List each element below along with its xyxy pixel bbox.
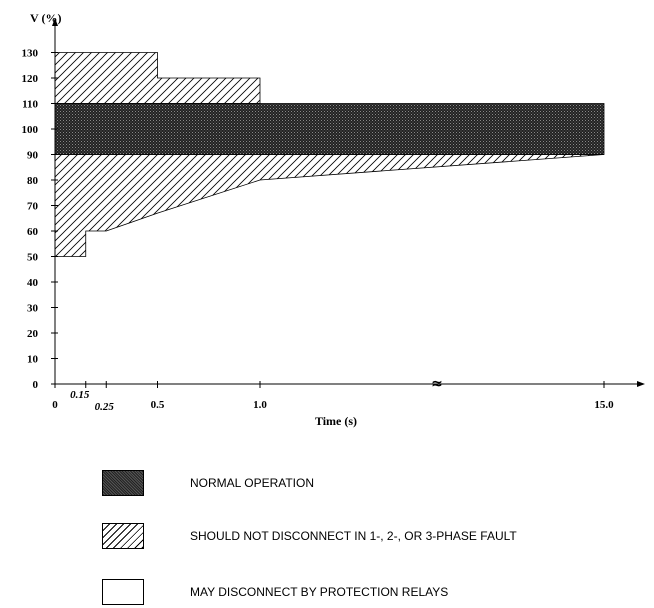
y-tick-label: 50 — [27, 252, 39, 264]
region-should-not-disconnect-high — [54, 52, 261, 104]
y-tick-label: 30 — [27, 303, 39, 315]
regions-layer — [54, 52, 605, 257]
y-axis-arrow — [52, 18, 58, 26]
x-tick-label: 0.5 — [151, 399, 165, 411]
y-axis-title: V (%) — [30, 11, 61, 25]
x-tick-label: 0.25 — [95, 401, 115, 413]
y-tick-label: 60 — [27, 226, 39, 238]
y-tick-label: 130 — [22, 48, 39, 60]
y-tick-label: 110 — [22, 99, 38, 111]
x-axis-arrow — [637, 381, 645, 387]
y-tick-label: 70 — [27, 201, 39, 213]
y-tick-label: 120 — [22, 73, 39, 85]
axis-break-mark: ≈ — [431, 376, 443, 392]
x-axis-title: Time (s) — [315, 414, 357, 428]
y-tick-label: 90 — [27, 150, 39, 162]
y-tick-label: 0 — [33, 379, 39, 391]
x-tick-label: 0 — [52, 399, 58, 411]
ticks-layer: 0 10 20 30 40 50 60 70 80 90 100 110 120 130 0 0.15 0.25… — [22, 48, 615, 414]
x-tick-label: 0.15 — [70, 389, 90, 401]
region-should-not-disconnect-low — [54, 154, 605, 257]
y-tick-label: 80 — [27, 175, 39, 187]
y-tick-label: 20 — [27, 328, 39, 340]
y-tick-label: 10 — [27, 354, 39, 366]
x-tick-label: 15.0 — [594, 399, 614, 411]
y-tick-label: 100 — [22, 124, 39, 136]
axes-layer: ≈ V (%) Time (s) — [30, 11, 645, 428]
x-tick-label: 1.0 — [253, 399, 267, 411]
y-tick-label: 40 — [27, 277, 39, 289]
region-normal — [54, 103, 605, 155]
